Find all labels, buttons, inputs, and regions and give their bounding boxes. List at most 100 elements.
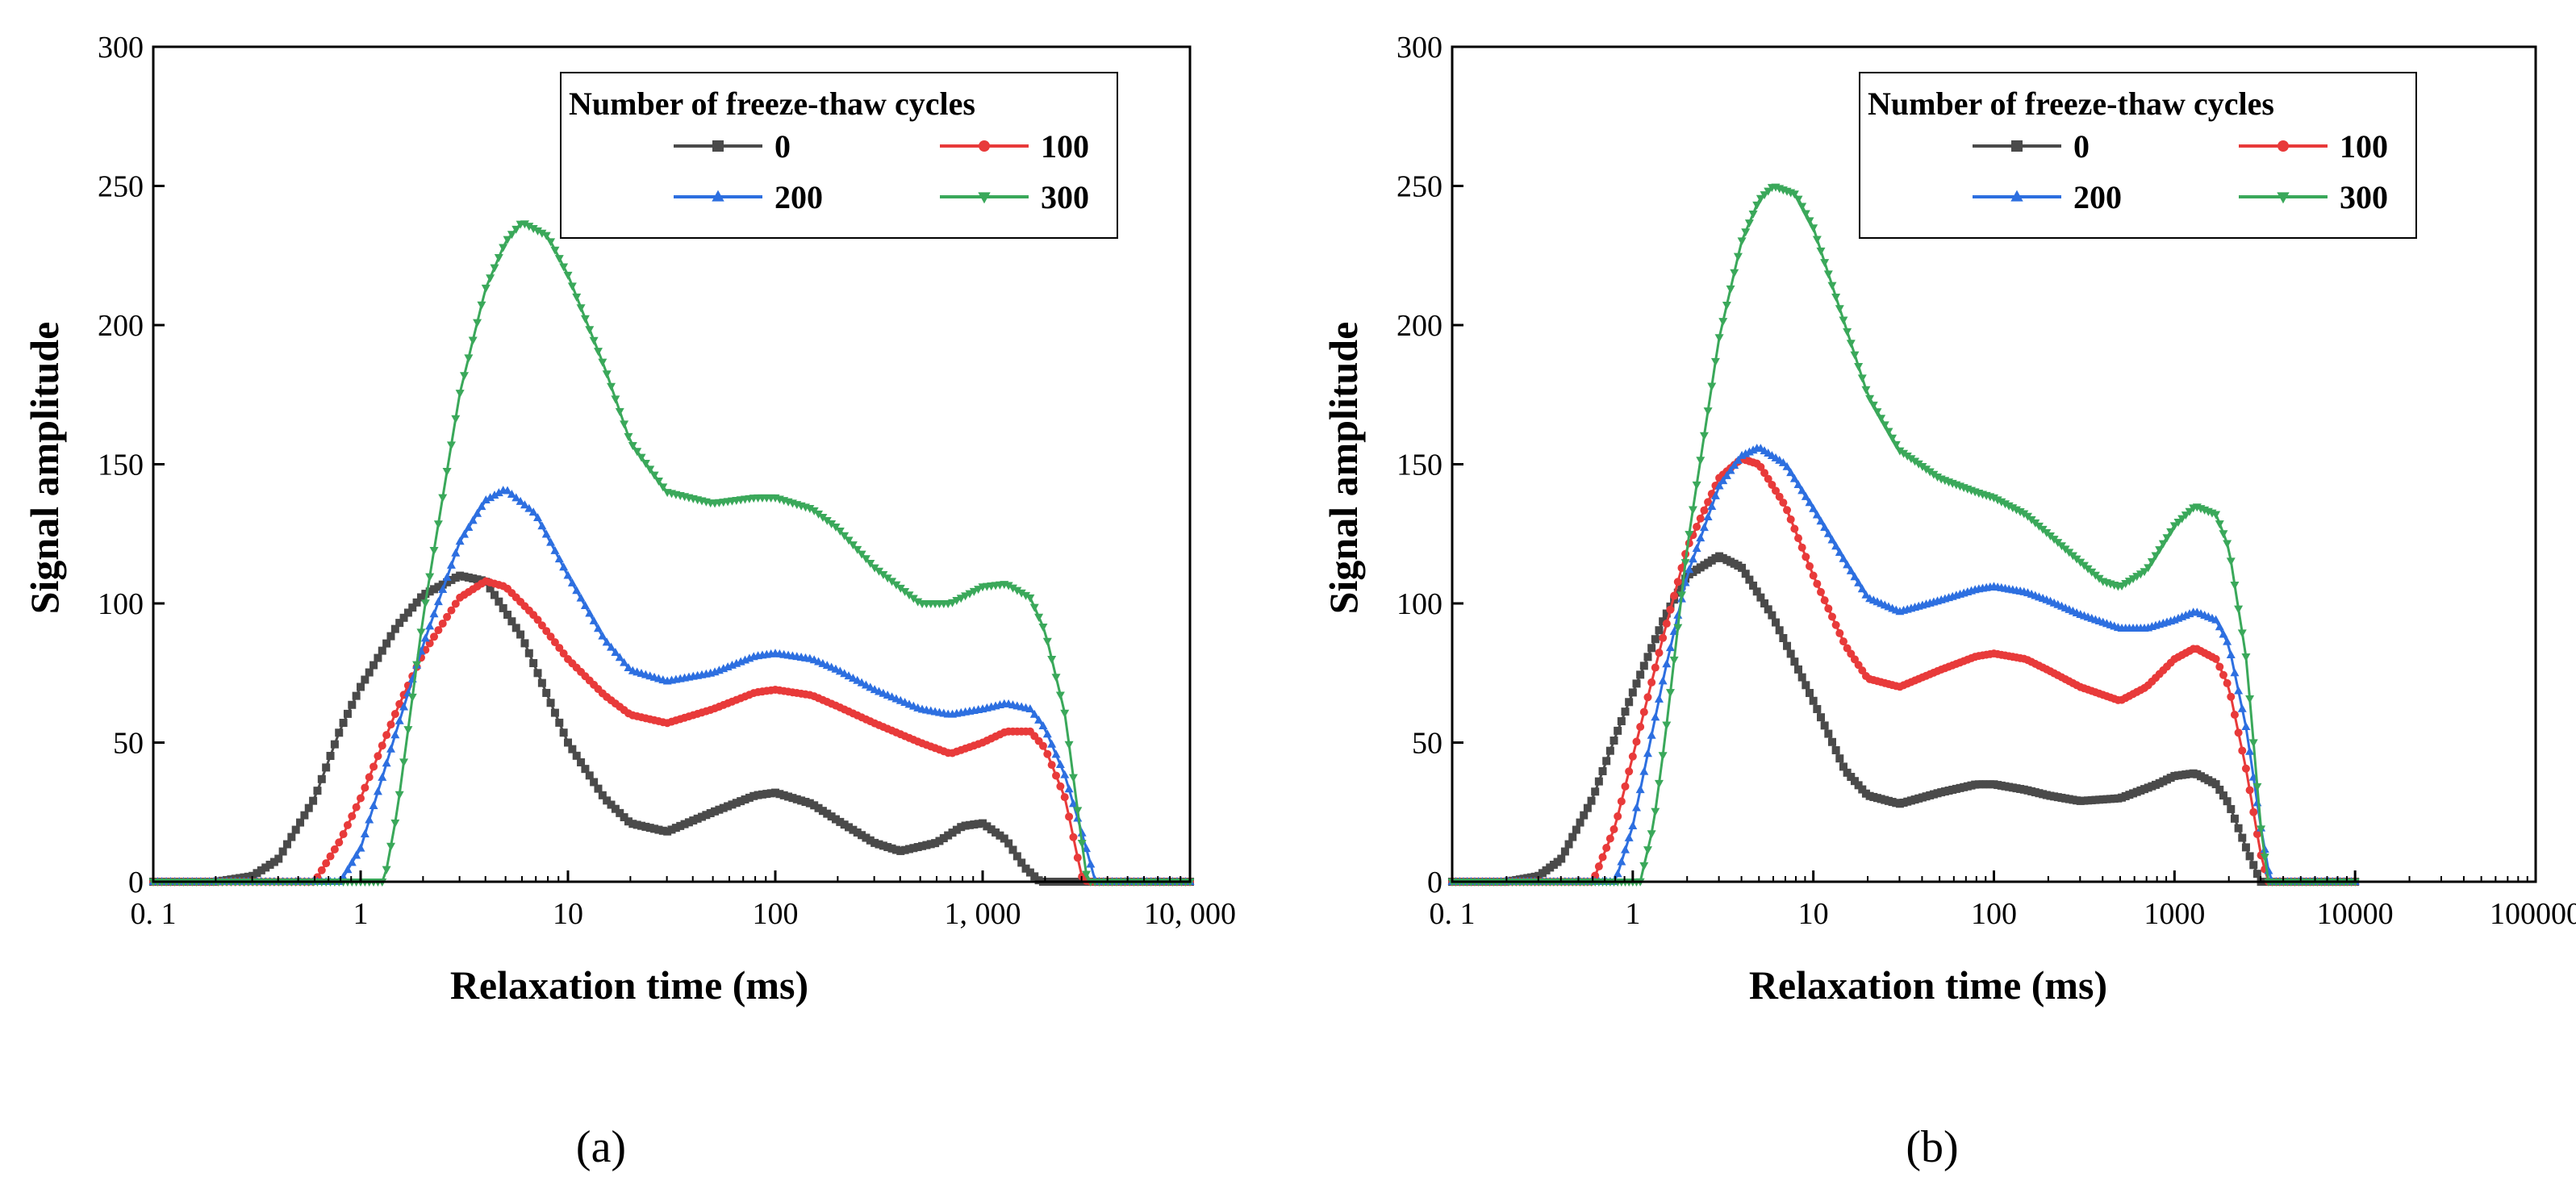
data-point-0-a [304,803,313,812]
data-point-0-a [490,591,499,599]
data-point-0-a [684,818,693,827]
data-point-200-a [420,633,430,642]
data-point-200-a [433,597,443,606]
data-point-300-b [1884,428,1893,436]
data-point-100-b [1794,534,1803,543]
data-point-0-a [952,825,961,834]
data-point-200-a [1086,859,1096,868]
data-point-100-a [430,632,439,641]
data-point-300-b [2140,568,2149,577]
data-point-0-a [403,608,412,617]
data-point-100-b [1647,678,1656,687]
data-point-0-a [244,872,253,881]
data-point-300-a [1047,656,1057,664]
data-point-0-a [495,597,503,606]
data-point-300-a [386,842,395,851]
data-point-0-a [386,632,395,641]
data-point-0-a [719,803,728,812]
data-point-0-b [1820,721,1829,730]
data-point-100-a [1069,833,1078,841]
data-point-300-a [645,465,655,474]
data-point-300-b [1756,194,1765,203]
data-point-0-a [278,847,287,856]
data-point-300-b [1748,211,1758,219]
legend-box-b [1859,72,2417,239]
plot-area-a: 0. 1 1 10 100 1, 000 10, 000 0 50 100 150 200 250 30… [98,31,1236,931]
data-point-200-a [442,572,452,581]
data-point-0-a [645,824,654,833]
data-point-0-b [1639,662,1648,670]
data-point-300-b [1873,408,1882,417]
data-point-0-a [702,811,711,820]
series-line-300-a [153,222,1190,883]
data-point-0-b [1854,781,1863,790]
data-point-200-b [1662,659,1672,668]
data-point-300-b [2169,522,2179,531]
data-point-0-b [1598,766,1607,775]
data-point-200-b [1778,457,1788,466]
data-point-300-a [1008,584,1017,593]
data-point-200-a [559,562,569,571]
data-point-300-a [896,584,905,593]
data-point-0-a [248,871,257,880]
y-tick-label-b: 250 [1397,170,1442,204]
y-tick-label-a: 150 [98,449,144,482]
data-point-200-a [477,502,486,511]
data-point-300-a [429,546,439,555]
data-point-0-a [801,798,810,807]
data-point-0-a [309,796,318,805]
data-point-0-a [845,823,854,832]
data-point-300-b [2211,511,2221,520]
data-point-300-a [524,223,534,232]
data-point-0-b [1659,617,1668,626]
y-tick-label-a: 250 [98,170,144,204]
data-point-300-a [653,478,663,486]
data-point-0-a [537,678,546,687]
series-line-300-b [1452,186,2356,883]
data-point-300-b [2019,510,2029,519]
data-point-200-b [1722,470,1731,479]
data-point-100-b [1617,797,1626,806]
data-point-200-a [382,758,391,767]
data-point-0-a [559,728,568,737]
series-line-0-a [153,574,1190,883]
data-point-300-b [1658,752,1668,761]
data-point-100-b [1809,571,1818,580]
data-point-200-b [1850,572,1860,581]
data-point-0-a [792,795,801,803]
data-point-100-b [1756,462,1765,471]
data-point-200-a [866,682,875,691]
data-point-0-a [724,802,733,811]
data-point-300-b [2158,540,2168,549]
data-point-300-a [857,550,866,559]
data-point-100-b [1802,553,1810,561]
x-tick-label-b: 10000 [2317,897,2394,931]
data-point-0-a [849,825,858,834]
data-point-200-b [1714,481,1724,490]
panel-label-a: (a) [576,1122,626,1172]
data-point-300-a [891,581,901,590]
series-200-a [148,486,1195,885]
data-point-300-a [563,271,573,280]
data-point-200-b [2226,650,2236,658]
data-point-300-b [1737,237,1747,246]
data-point-200-a [390,730,400,739]
data-point-0-b [1843,768,1852,777]
x-tick-label-b: 100 [1971,897,2017,931]
data-point-300-a [1025,594,1035,603]
data-point-0-a [814,803,823,812]
data-point-0-a [909,844,918,853]
data-point-200-b [1809,503,1818,512]
data-point-200-a [516,496,525,505]
data-point-0-a [987,825,996,834]
data-point-300-a [956,595,966,603]
data-point-300-a [853,545,862,554]
data-point-0-b [1835,754,1844,763]
data-point-300-b [1639,862,1649,870]
data-point-0-b [1858,785,1867,794]
data-point-200-b [1617,857,1626,866]
data-point-100-b [1696,514,1705,523]
data-point-200-a [473,508,482,517]
data-point-300-b [1823,270,1833,279]
data-point-100-a [559,649,568,658]
